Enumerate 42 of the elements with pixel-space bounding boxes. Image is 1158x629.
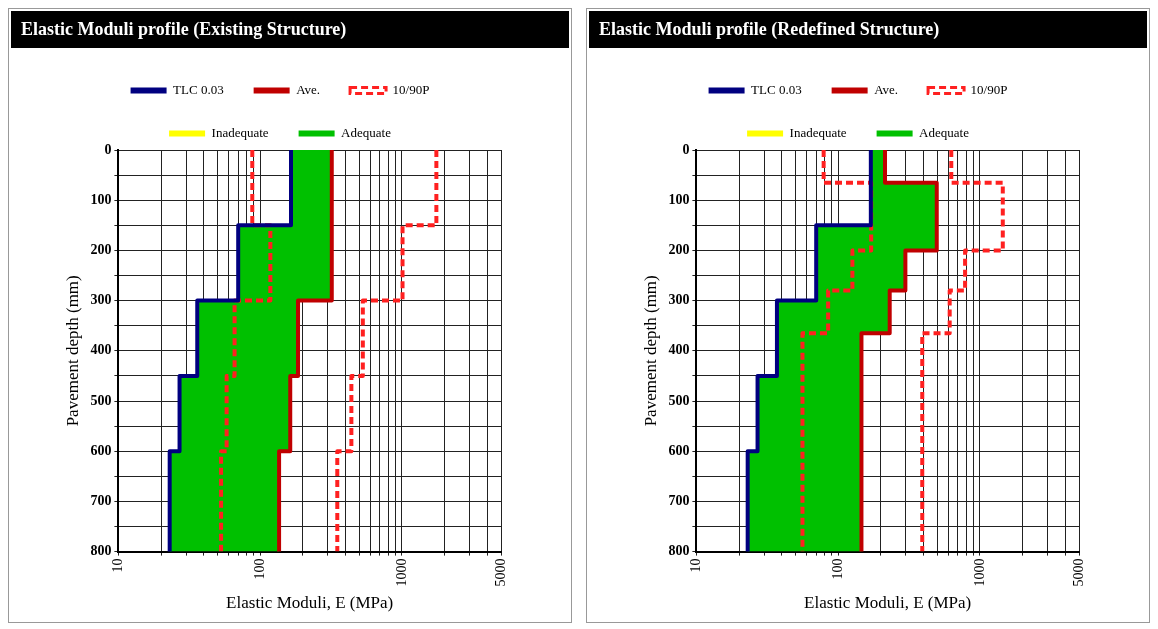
legend-label: Ave. — [296, 81, 321, 97]
legend-label: 10/90P — [392, 81, 430, 97]
y-tick-label: 500 — [668, 392, 690, 408]
y-tick-label: 800 — [90, 543, 112, 559]
y-axis-title: Pavement depth (mm) — [62, 275, 82, 427]
y-tick-label: 0 — [682, 141, 690, 157]
x-tick-label: 10 — [688, 558, 704, 573]
y-tick-label: 100 — [668, 191, 690, 207]
chart-title: Elastic Moduli profile (Existing Structure) — [11, 11, 569, 48]
legend-label: Inadequate — [789, 124, 847, 140]
y-tick-label: 300 — [668, 292, 690, 308]
x-tick-label: 100 — [251, 558, 267, 580]
y-axis-title: Pavement depth (mm) — [640, 275, 660, 427]
y-tick-label: 500 — [90, 392, 112, 408]
x-axis-title: Elastic Moduli, E (MPa) — [804, 593, 972, 613]
chart-title: Elastic Moduli profile (Redefined Structure) — [589, 11, 1147, 48]
y-tick-label: 600 — [668, 442, 690, 458]
x-tick-label: 5000 — [1070, 558, 1086, 587]
x-tick-label: 100 — [829, 558, 845, 580]
y-tick-label: 200 — [668, 242, 690, 258]
legend-label: Ave. — [874, 81, 899, 97]
x-tick-label: 1000 — [971, 558, 987, 587]
y-tick-label: 200 — [90, 242, 112, 258]
legend-label: Adequate — [919, 124, 970, 140]
legend-label: TLC 0.03 — [173, 81, 224, 97]
y-tick-label: 0 — [104, 141, 112, 157]
y-tick-label: 400 — [668, 342, 690, 358]
legend-label: Adequate — [341, 124, 392, 140]
y-tick-label: 300 — [90, 292, 112, 308]
legend-label: 10/90P — [970, 81, 1008, 97]
y-tick-label: 800 — [668, 543, 690, 559]
legend-label: Inadequate — [211, 124, 269, 140]
y-tick-label: 700 — [90, 493, 112, 509]
y-tick-label: 400 — [90, 342, 112, 358]
x-tick-label: 5000 — [492, 558, 508, 587]
x-tick-label: 1000 — [393, 558, 409, 587]
x-axis-title: Elastic Moduli, E (MPa) — [226, 593, 394, 613]
y-tick-label: 600 — [90, 442, 112, 458]
x-tick-label: 10 — [110, 558, 126, 573]
y-tick-label: 100 — [90, 191, 112, 207]
y-tick-label: 700 — [668, 493, 690, 509]
legend-label: TLC 0.03 — [751, 81, 802, 97]
